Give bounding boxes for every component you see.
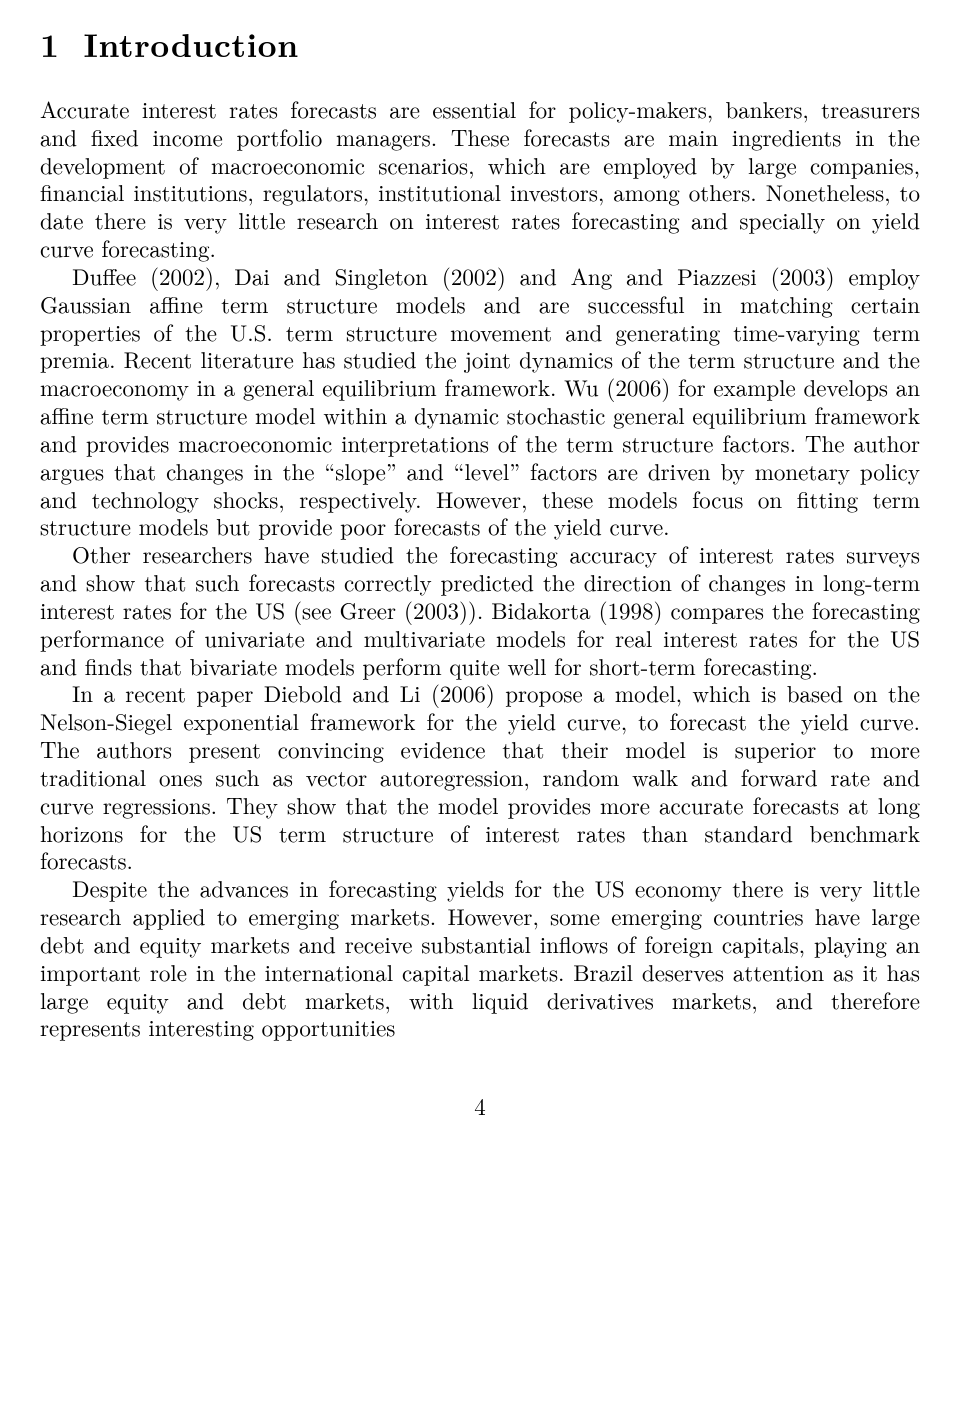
paragraph-1: Accurate interest rates forecasts are es… [40, 95, 920, 262]
paragraph-3: Other researchers have studied the forec… [40, 540, 920, 679]
paragraph-4: In a recent paper Diebold and Li (2006) … [40, 679, 920, 874]
page-container: 1 Introduction Accurate interest rates fo… [0, 0, 960, 1162]
section-heading: 1 Introduction [40, 20, 920, 67]
section-number: 1 [40, 20, 59, 67]
page-number: 4 [40, 1089, 920, 1122]
section-title: Introduction [83, 20, 298, 67]
paragraph-2: Duffee (2002), Dai and Singleton (2002) … [40, 262, 920, 540]
paragraph-5: Despite the advances in forecasting yiel… [40, 874, 920, 1041]
